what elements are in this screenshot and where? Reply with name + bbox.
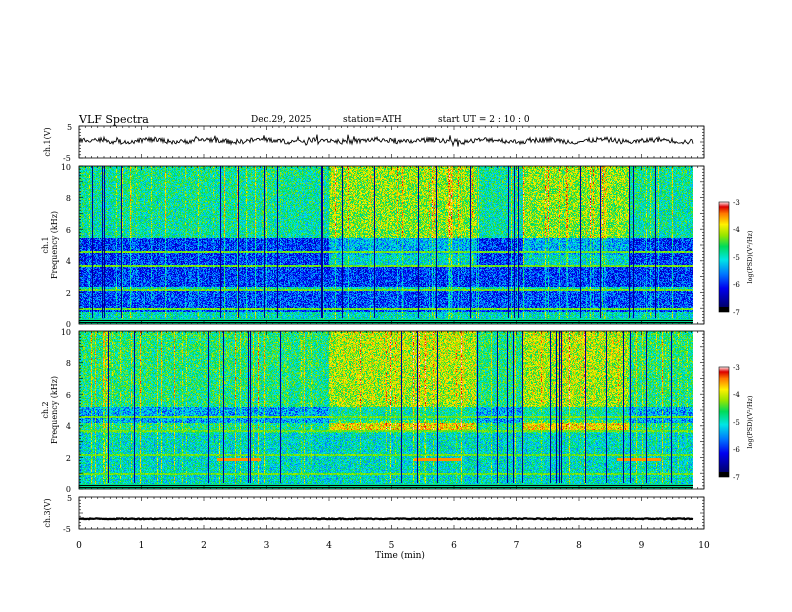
xtick-5: 5 [389, 541, 395, 551]
ch1-spectrogram-image [79, 166, 693, 324]
ch2-spec-ylabel-channel: ch.2 [41, 401, 50, 418]
cb1-tick-m7: -7 [733, 309, 740, 317]
xtick-3: 3 [264, 541, 270, 551]
xtick-9: 9 [639, 541, 645, 551]
ch1-ytick-2: 2 [66, 289, 71, 298]
cb1-tick-m4: -4 [733, 226, 740, 234]
xtick-10: 10 [698, 541, 710, 551]
ch1-spectrogram-frame [78, 165, 705, 325]
ch1-ytick-6: 6 [66, 226, 71, 235]
ch1-colorbar-frame [718, 201, 730, 313]
cb1-tick-m5: -5 [733, 254, 740, 262]
xtick-0: 0 [76, 541, 82, 551]
cb2-tick-m7: -7 [733, 474, 740, 482]
cb2-tick-m3: -3 [733, 364, 740, 372]
ch2-ytick-6: 6 [66, 391, 71, 400]
ch1-ytick-0: 0 [66, 320, 71, 329]
ch1-colorbar-ticks: -3 -4 -5 -6 -7 [733, 199, 740, 317]
cb2-tick-m4: -4 [733, 391, 740, 399]
ch3-waveform-line [78, 516, 694, 521]
ch1-ytick-top: 5 [67, 123, 72, 132]
start-time-label: start UT = 2 : 10 : 0 [438, 115, 530, 125]
cb1-tick-m3: -3 [733, 199, 740, 207]
cb1-tick-m6: -6 [733, 281, 740, 289]
xtick-7: 7 [514, 541, 520, 551]
ch1-colorbar-label: log(PSD)(V²/Hz) [746, 230, 754, 283]
ch1-ytick-10: 10 [61, 163, 71, 172]
ch1-ytick-4: 4 [66, 257, 71, 266]
ch3-ytick-bottom: -5 [63, 525, 71, 534]
ch1-ytick-bottom: -5 [63, 154, 71, 163]
ch2-ytick-10: 10 [61, 328, 71, 337]
xtick-4: 4 [326, 541, 332, 551]
ch1-spec-ylabel-channel: ch.1 [41, 236, 50, 253]
xtick-8: 8 [576, 541, 582, 551]
cb2-tick-m5: -5 [733, 419, 740, 427]
x-axis-label: Time (min) [375, 550, 425, 561]
ch1-spec-yticks: 0 2 4 6 8 10 [61, 163, 71, 329]
ch3-waveform-frame [78, 496, 705, 530]
ch1-spec-ylabel: Frequency (kHz) [50, 211, 59, 279]
x-tick-labels: 0 1 2 3 4 5 6 7 8 9 10 [76, 541, 710, 551]
ch3-wave-ylabel: ch.3(V) [43, 498, 52, 527]
ch2-ytick-0: 0 [66, 485, 71, 494]
xtick-2: 2 [201, 541, 207, 551]
figure-title: VLF Spectra [79, 113, 149, 126]
cb2-tick-m6: -6 [733, 446, 740, 454]
date-label: Dec.29, 2025 [251, 115, 312, 125]
ch1-colorbar [719, 202, 729, 312]
ch2-ytick-8: 8 [66, 359, 71, 368]
ch1-wave-ylabel: ch.1(V) [43, 127, 52, 156]
ch1-ytick-8: 8 [66, 194, 71, 203]
ch2-spec-ylabel: Frequency (kHz) [50, 376, 59, 444]
ch2-spec-yticks: 0 2 4 6 8 10 [61, 328, 71, 494]
ch2-colorbar-label: log(PSD)(V²/Hz) [746, 395, 754, 448]
ch2-spectrogram-frame [78, 330, 705, 490]
ch3-ytick-top: 5 [67, 494, 72, 503]
ch2-spectrogram-image [79, 331, 693, 489]
axis-ticks [78, 125, 705, 530]
ch2-colorbar-frame [718, 366, 730, 478]
ch2-colorbar-ticks: -3 -4 -5 -6 -7 [733, 364, 740, 482]
ch2-ytick-4: 4 [66, 422, 71, 431]
ch2-colorbar [719, 367, 729, 477]
xtick-1: 1 [139, 541, 145, 551]
ch2-ytick-2: 2 [66, 454, 71, 463]
ch1-waveform-line [78, 134, 694, 148]
station-label: station=ATH [343, 115, 402, 125]
xtick-6: 6 [451, 541, 457, 551]
